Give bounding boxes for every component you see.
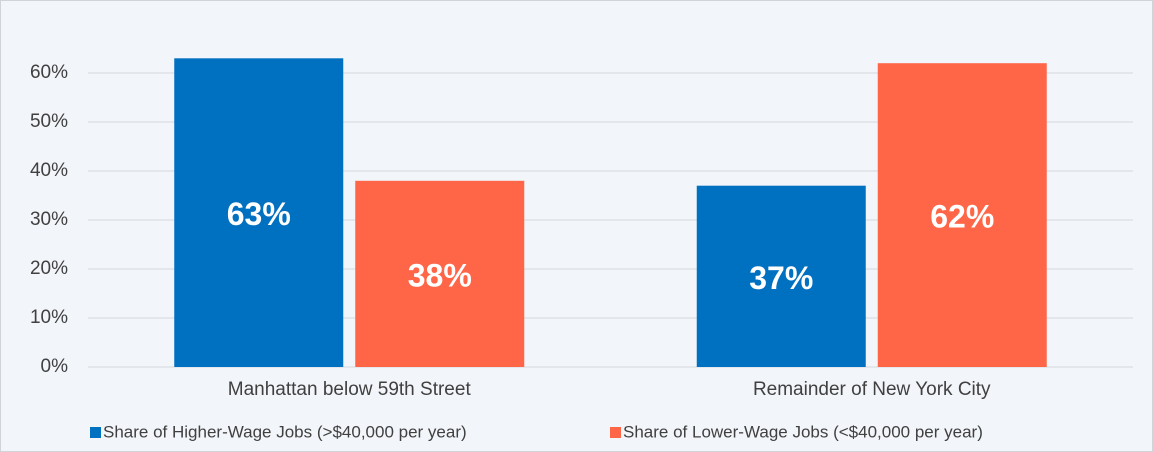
y-tick-label: 20% [30,258,68,279]
y-tick-label: 60% [30,62,68,83]
data-label: 63% [227,196,291,232]
legend-label: Share of Lower-Wage Jobs (<$40,000 per y… [623,422,983,441]
x-tick-label: Manhattan below 59th Street [228,379,472,400]
legend-label: Share of Higher-Wage Jobs (>$40,000 per … [103,422,467,441]
y-tick-label: 10% [30,307,68,328]
y-tick-label: 30% [30,209,68,230]
y-tick-label: 50% [30,111,68,132]
bar [174,58,344,368]
data-label: 37% [749,260,813,296]
y-tick-label: 40% [30,160,68,181]
y-tick-label: 0% [41,356,69,377]
bar [355,180,525,367]
x-tick-label: Remainder of New York City [753,379,991,400]
data-label: 62% [930,199,994,235]
bar [696,185,866,367]
data-label: 38% [408,257,472,293]
legend-swatch [610,427,621,438]
bar [877,63,1047,367]
legend-swatch [90,427,101,438]
